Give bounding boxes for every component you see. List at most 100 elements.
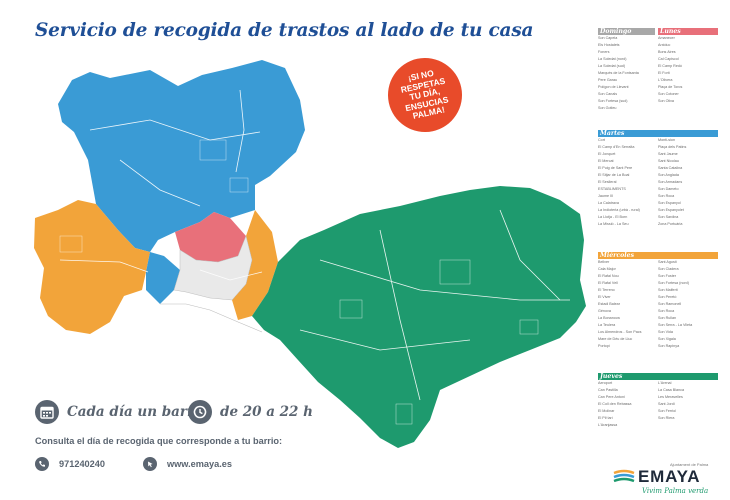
list-item: Plaça de Toros: [658, 85, 683, 89]
list-item: La Casa Blanca: [658, 388, 685, 392]
list-item: Son Fortesa (nord): [658, 281, 689, 285]
calendar-icon: [35, 400, 59, 424]
list-item: La Indioteria (urbà - rural): [598, 208, 640, 212]
list-item: Marquès de la Fontsanta: [598, 71, 639, 75]
list-item: L'Olivera: [658, 78, 673, 82]
list-item: El Viver: [598, 295, 611, 299]
list-item: Cal Capiscol: [658, 57, 679, 61]
page-title: Servicio de recogida de trastos al lado …: [35, 20, 534, 41]
list-item: Bellver: [598, 260, 610, 264]
map-zone-lunes[interactable]: [175, 212, 246, 262]
list-item: Son Armadans: [658, 180, 683, 184]
list-item: El Jonquet: [598, 152, 616, 156]
day-header-lunes: Lunes: [658, 28, 718, 35]
emaya-tagline: Vivim Palma verda: [642, 487, 709, 495]
list-item: El Camp d'En Serralta: [598, 145, 635, 149]
map-zone-jueves[interactable]: [252, 186, 586, 448]
list-item: Son Roca: [658, 194, 675, 198]
domingo-list: Son Capeia Els Hostalets Foners La Soled…: [598, 35, 658, 112]
cursor-icon: [143, 457, 157, 471]
list-item: Foners: [598, 50, 610, 54]
lunes-list: Amanecer Arxiduc Bons Aires Cal Capiscol…: [658, 35, 718, 112]
list-item: Génova: [598, 309, 611, 313]
list-item: Son Fuster: [658, 274, 677, 278]
list-item: Cort: [598, 138, 605, 142]
ayuntamiento-label: Ajuntament de Palma: [670, 462, 709, 467]
list-item: La Bonanova: [598, 316, 620, 320]
list-item: Can Pere Antoni: [598, 395, 625, 399]
list-item: Mare de Déu de Lluc: [598, 337, 633, 341]
list-item: El Molinar: [598, 409, 615, 413]
list-item: El Rafal Vell: [598, 281, 618, 285]
jueves-list-right: L'Arenal La Casa Blanca Les Meravelles S…: [658, 380, 718, 429]
schedule-jueves: Jueves Aeroport Can Pastilla Can Pere An…: [598, 373, 718, 429]
day-header-miercoles: Miércoles: [598, 252, 718, 259]
list-item: Son Rullan: [658, 316, 677, 320]
list-item: La Teulera: [598, 323, 616, 327]
list-item: Son Riera: [658, 416, 675, 420]
martes-list-left: Cort El Camp d'En Serralta El Jonquet El…: [598, 137, 658, 228]
list-item: L'Aranjassa: [598, 423, 618, 427]
miercoles-list-right: Sant Agustí Son Cladera Son Fuster Son F…: [658, 259, 718, 350]
list-item: ESTABLIMENTS: [598, 187, 626, 191]
list-item: Plaça dels Patins: [658, 145, 687, 149]
list-item: El Pil·larí: [598, 416, 613, 420]
list-item: La Calatrava: [598, 201, 619, 205]
list-item: Aeroport: [598, 381, 613, 385]
map-zone-martes-port[interactable]: [146, 252, 180, 304]
list-item: Amanecer: [658, 36, 675, 40]
list-item: Son Roca: [658, 309, 675, 313]
phone-contact[interactable]: 971240240: [35, 457, 105, 471]
list-item: El Puig de Sant Pere: [598, 166, 633, 170]
list-item: Sant Jaume: [658, 152, 678, 156]
list-item: El Sitjar de La Boal: [598, 173, 630, 177]
list-item: La Soledat (nord): [598, 57, 627, 61]
map-zone-martes[interactable]: [58, 60, 305, 252]
list-item: El Fortí: [658, 71, 670, 75]
martes-list-right: Monti-sion Plaça dels Patins Sant Jaume …: [658, 137, 718, 228]
web-contact[interactable]: www.emaya.es: [143, 457, 232, 471]
day-header-martes: Martes: [598, 130, 718, 137]
list-item: Son Fortesa (sud): [598, 99, 628, 103]
list-item: Santa Catalina: [658, 166, 683, 170]
list-item: Pere Garau: [598, 78, 618, 82]
list-item: Son Vida: [658, 330, 673, 334]
list-item: Son Oliva: [658, 99, 674, 103]
list-item: Son Cladera: [658, 267, 679, 271]
list-item: Cala Major: [598, 267, 616, 271]
list-item: Son Espanyol: [658, 201, 681, 205]
list-item: Son Ramonell: [658, 302, 682, 306]
list-item: El Mercat: [598, 159, 614, 163]
list-item: Son Rapinya: [658, 344, 680, 348]
schedule-domingo-lunes: Domingo Lunes Son Capeia Els Hostalets F…: [598, 28, 718, 112]
website-link: www.emaya.es: [167, 459, 233, 469]
list-item: El Seslleral: [598, 180, 617, 184]
list-item: Sant Nicolau: [658, 159, 679, 163]
list-item: Can Pastilla: [598, 388, 618, 392]
list-item: El Terreno: [598, 288, 615, 292]
day-header-domingo: Domingo: [598, 28, 655, 35]
list-item: Polígon de Llevant: [598, 85, 629, 89]
list-item: La Soledat (sud): [598, 64, 626, 68]
list-item: Jaume III: [598, 194, 614, 198]
map-zone-miercoles-east[interactable]: [232, 210, 278, 320]
map-zone-domingo[interactable]: [173, 235, 253, 301]
slogan-every-day: Cada día un barrio: [67, 404, 209, 420]
list-item: Monti-sion: [658, 138, 676, 142]
slogan-left-group: Cada día un barrio: [35, 400, 208, 424]
list-item: Son Dameto: [658, 187, 679, 191]
list-item: Sant Jordi: [658, 402, 675, 406]
list-item: Son Capeia: [598, 36, 618, 40]
list-item: La Missió - La Seu: [598, 222, 629, 226]
phone-icon: [35, 457, 49, 471]
list-item: Son Gotleu: [598, 106, 617, 110]
list-item: Zona Portuària: [658, 222, 683, 226]
list-item: Sant Agustí: [658, 260, 677, 264]
list-item: Son Serra - La Vileta: [658, 323, 693, 327]
emaya-logo: Ajuntament de Palma EMAYA Vivim Palma ve…: [612, 462, 722, 498]
list-item: Bons Aires: [658, 50, 676, 54]
miercoles-list-left: Bellver Cala Major El Rafal Nou El Rafal…: [598, 259, 658, 350]
map-zone-miercoles[interactable]: [34, 200, 150, 334]
list-item: Estadi Balear: [598, 302, 620, 306]
